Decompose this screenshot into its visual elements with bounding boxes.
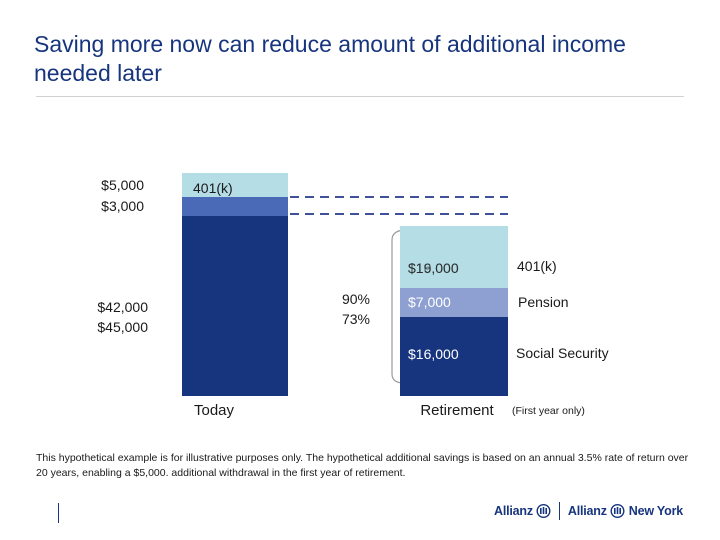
footer-logos: Allianz Allianz New York <box>494 502 683 520</box>
category-today: Today <box>194 402 235 419</box>
retirement-401k-value: $19,000 <box>408 260 459 276</box>
allianz-ny-logo-text: Allianz <box>567 504 607 518</box>
legend-social-security: Social Security <box>516 345 609 361</box>
today-bar-401k-increment-segment <box>182 197 288 216</box>
allianz-logo-text: Allianz <box>494 504 533 518</box>
legend-pension: Pension <box>518 294 569 310</box>
retirement-bar-pension-segment <box>400 288 508 317</box>
allianz-new-york-logo: Allianz New York <box>568 504 683 518</box>
today-bar-401k-segment <box>182 173 288 197</box>
today-bar-income-segment <box>182 216 288 396</box>
retirement-social-security-value: $16,000 <box>408 346 459 362</box>
replacement-ratio-line-2: 73% <box>342 311 370 327</box>
new-york-text: New York <box>628 504 683 518</box>
retirement-bar-social-security-segment <box>400 317 508 396</box>
replacement-ratio-line-1: 90% <box>342 291 370 307</box>
title-divider <box>36 96 684 97</box>
retirement-bar-401k-segment <box>400 226 508 288</box>
category-retirement: Retirement <box>420 402 494 419</box>
logo-separator <box>558 502 560 520</box>
bracket-connector <box>391 229 405 384</box>
allianz-eagle-icon <box>536 504 551 518</box>
today-top-label-1: $5,000 <box>101 177 144 193</box>
today-401k-segment-label: 401(k) <box>193 180 233 196</box>
today-top-label-2: $3,000 <box>101 198 144 214</box>
first-year-note: (First year only) <box>512 405 585 417</box>
allianz-ny-eagle-icon <box>610 504 625 518</box>
disclaimer-text: This hypothetical example is for illustr… <box>36 452 689 479</box>
today-bottom-label-2: $45,000 <box>97 319 148 335</box>
page-title: Saving more now can reduce amount of add… <box>34 31 626 86</box>
footer-divider <box>58 503 59 523</box>
retirement-pension-value: $7,000 <box>408 294 451 310</box>
legend-401k: 401(k) <box>517 258 557 274</box>
allianz-logo: Allianz <box>494 504 551 518</box>
retirement-401k-value-overlap: $16,000 <box>408 260 459 276</box>
today-bottom-label-1: $42,000 <box>97 299 148 315</box>
